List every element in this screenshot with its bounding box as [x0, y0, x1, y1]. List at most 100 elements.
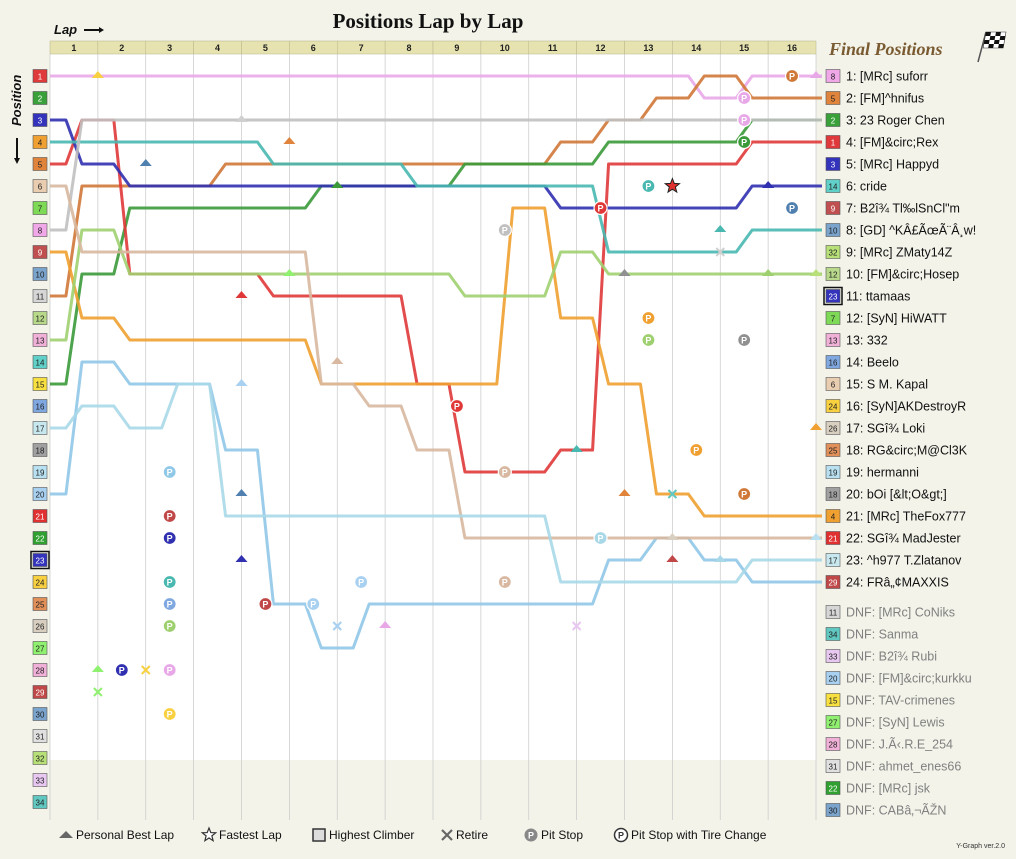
start-position-label: 10 — [36, 271, 45, 280]
lap-tick-label: 8 — [407, 43, 412, 53]
start-position-label: 32 — [36, 755, 45, 764]
y-axis-label: Position — [9, 75, 24, 126]
svg-text:P: P — [167, 512, 173, 522]
svg-text:10: 10 — [829, 227, 838, 236]
start-position-box: 4 — [33, 136, 47, 149]
pit-stop-marker: P — [690, 444, 703, 457]
svg-text:P: P — [789, 204, 795, 214]
final-position-name: 8: [GD] ^KÂ£ÃœÃ¨Â¸w! — [846, 223, 976, 238]
start-position-label: 11 — [36, 293, 45, 302]
final-position-row: 13 13: 332 — [826, 334, 888, 348]
start-position-label: 20 — [36, 491, 45, 500]
start-position-box: 19 — [33, 466, 47, 479]
final-position-row: 5 2: [FM]^hnifus — [826, 92, 924, 106]
final-position-name: 22: SGî¾ MadJester — [846, 532, 961, 546]
start-position-label: 25 — [36, 601, 45, 610]
svg-text:14: 14 — [829, 183, 838, 192]
final-position-row: 18 20: bOi [&lt;O&gt;] — [826, 488, 947, 502]
final-position-row: 3 5: [MRc] Happyd — [826, 158, 939, 172]
final-position-row: 1 4: [FM]&circ;Rex — [826, 136, 939, 150]
start-position-box: 33 — [33, 774, 47, 787]
pit-stop-marker: P — [163, 598, 176, 611]
personal-best-legend-label: Personal Best Lap — [76, 828, 174, 842]
start-position-box: 34 — [33, 796, 47, 809]
final-position-row: 12 10: [FM]&circ;Hosep — [826, 268, 959, 282]
start-position-box: 14 — [33, 356, 47, 369]
final-position-name: 4: [FM]&circ;Rex — [846, 136, 939, 150]
dnf-row: 30 DNF: CABâ‚¬ÃŽN — [826, 803, 946, 818]
pit-stop-marker: P — [259, 598, 272, 611]
start-position-label: 2 — [38, 95, 43, 104]
pit-stop-marker: P — [163, 664, 176, 677]
dnf-row: 31 DNF: ahmet_enes66 — [826, 760, 961, 774]
start-position-box: 29 — [33, 686, 47, 699]
svg-text:4: 4 — [831, 513, 836, 522]
svg-text:27: 27 — [829, 719, 838, 728]
fastest-lap-legend-label: Fastest Lap — [219, 828, 282, 842]
svg-text:P: P — [502, 578, 508, 588]
svg-text:P: P — [167, 622, 173, 632]
svg-text:18: 18 — [829, 491, 838, 500]
highest-climber-legend-icon — [313, 829, 325, 841]
svg-text:1: 1 — [831, 139, 836, 148]
version-label: Y-Graph ver.2.0 — [956, 843, 1005, 850]
start-position-box: 2 — [33, 92, 47, 105]
checkered-flag-icon — [978, 32, 1006, 62]
final-position-row: 26 17: SGî¾ Loki — [826, 422, 925, 436]
svg-text:8: 8 — [831, 73, 836, 82]
start-position-box: 23 — [31, 552, 49, 569]
start-position-box: 30 — [33, 708, 47, 721]
final-position-name: 21: [MRc] TheFox777 — [846, 510, 966, 524]
start-position-box: 5 — [33, 158, 47, 171]
final-position-name: 2: [FM]^hnifus — [846, 92, 924, 106]
final-position-name: 15: S M. Kapal — [846, 378, 928, 392]
pit-stop-marker: P — [307, 598, 320, 611]
dnf-name: DNF: J.Ã‹.R.E_254 — [846, 738, 953, 752]
lap-tick-label: 11 — [548, 43, 558, 53]
chart-title: Positions Lap by Lap — [333, 9, 524, 33]
start-position-box: 7 — [33, 202, 47, 215]
start-position-label: 19 — [36, 469, 45, 478]
svg-text:P: P — [167, 468, 173, 478]
pit-stop-marker: P — [498, 576, 511, 589]
start-position-box: 12 — [33, 312, 47, 325]
pit-stop-marker: P — [738, 334, 751, 347]
svg-text:P: P — [528, 831, 534, 841]
start-position-box: 26 — [33, 620, 47, 633]
retire-legend-label: Retire — [456, 828, 488, 842]
start-position-label: 27 — [36, 645, 45, 654]
lap-tick-label: 15 — [739, 43, 749, 53]
final-position-row: 14 6: cride — [826, 180, 887, 194]
start-position-box: 27 — [33, 642, 47, 655]
dnf-name: DNF: CABâ‚¬ÃŽN — [846, 803, 946, 818]
final-positions-title: Final Positions — [828, 39, 943, 59]
svg-text:28: 28 — [829, 741, 838, 750]
fastest-lap-legend-icon — [202, 828, 215, 841]
pit-stop-marker: P — [738, 136, 751, 149]
svg-text:P: P — [167, 600, 173, 610]
start-position-label: 21 — [36, 513, 45, 522]
final-position-name: 12: [SyN] HiWATT — [846, 312, 947, 326]
pit-stop-marker: P — [642, 334, 655, 347]
dnf-name: DNF: ahmet_enes66 — [846, 760, 961, 774]
start-position-box: 15 — [33, 378, 47, 391]
svg-text:33: 33 — [829, 653, 838, 662]
start-position-box: 8 — [33, 224, 47, 237]
svg-text:P: P — [645, 182, 651, 192]
final-position-name: 18: RG&circ;M@Cl3K — [846, 444, 968, 458]
start-position-label: 16 — [36, 403, 45, 412]
start-position-label: 34 — [36, 799, 45, 808]
start-position-box: 3 — [33, 114, 47, 127]
svg-text:P: P — [741, 116, 747, 126]
pit-stop-marker: P — [786, 70, 799, 83]
final-position-row: 21 22: SGî¾ MadJester — [826, 532, 961, 546]
svg-text:P: P — [741, 138, 747, 148]
retire-legend-icon — [442, 830, 452, 840]
start-position-label: 3 — [38, 117, 43, 126]
svg-text:P: P — [454, 402, 460, 412]
dnf-name: DNF: [MRc] jsk — [846, 782, 931, 796]
svg-text:5: 5 — [831, 95, 836, 104]
dnf-row: 20 DNF: [FM]&circ;kurkku — [826, 672, 972, 686]
start-position-box: 13 — [33, 334, 47, 347]
